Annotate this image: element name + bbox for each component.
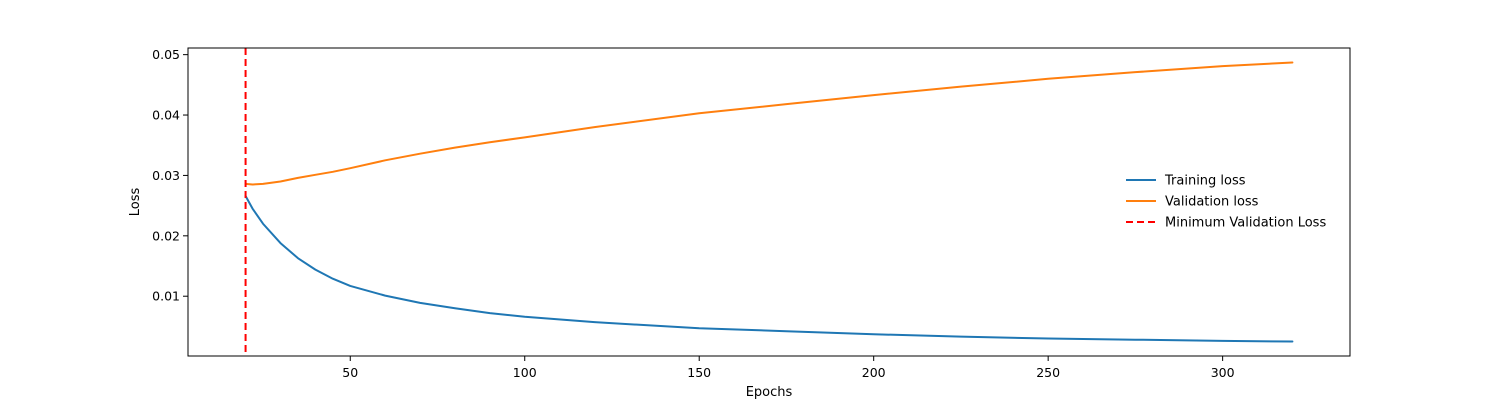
x-tick-label: 200 [862,365,886,380]
legend-label: Minimum Validation Loss [1165,216,1326,231]
legend: Training loss Validation loss Minimum Vali… [1126,174,1326,231]
y-tick-label: 0.03 [152,168,180,183]
x-tick-label: 100 [513,365,537,380]
x-tick-label: 250 [1036,365,1060,380]
y-tick-label: 0.02 [152,228,180,243]
legend-label: Validation loss [1165,195,1259,210]
x-tick-label: 150 [687,365,711,380]
validation-loss-line [244,61,1294,186]
training-loss-line [244,194,1294,343]
y-tick-label: 0.01 [152,289,180,304]
x-tick-label: 300 [1211,365,1235,380]
x-axis-label: Epochs [746,385,793,400]
x-tick-label: 50 [342,365,358,380]
plot-frame [187,47,1351,357]
y-axis-label: Loss [128,188,143,217]
y-tick-label: 0.04 [152,108,180,123]
y-tick-label: 0.05 [152,47,180,62]
legend-label: Training loss [1164,174,1246,189]
